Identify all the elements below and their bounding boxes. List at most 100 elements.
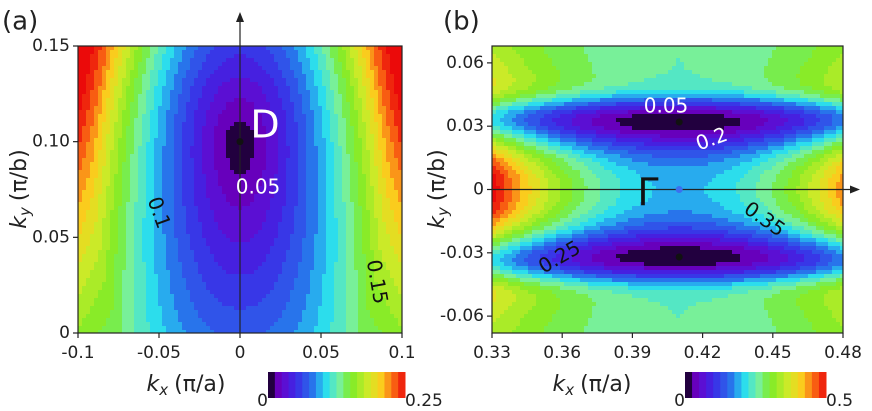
contour-cell (290, 158, 294, 162)
contour-cell (82, 82, 86, 86)
contour-cell (218, 274, 222, 278)
contour-cell (242, 146, 246, 150)
contour-cell (154, 134, 158, 138)
contour-cell (174, 90, 178, 94)
contour-cell (166, 142, 170, 146)
contour-cell (230, 282, 234, 286)
contour-cell (218, 118, 222, 122)
contour-cell (322, 218, 326, 222)
contour-cell (338, 298, 342, 302)
contour-cell (318, 138, 322, 142)
contour-cell (106, 206, 110, 210)
contour-cell (290, 254, 294, 258)
contour-cell (254, 66, 258, 70)
contour-cell (90, 234, 94, 238)
contour-cell (202, 206, 206, 210)
contour-cell (230, 262, 234, 266)
contour-cell (138, 94, 142, 98)
contour-cell (102, 286, 106, 290)
contour-cell (286, 246, 290, 250)
contour-cell (258, 138, 262, 142)
contour-cell (146, 98, 150, 102)
contour-cell (302, 286, 306, 290)
contour-cell (126, 210, 130, 214)
contour-cell (178, 262, 182, 266)
contour-cell (298, 190, 302, 194)
contour-cell (258, 234, 262, 238)
contour-cell (242, 298, 246, 302)
contour-cell (306, 194, 310, 198)
contour-cell (298, 130, 302, 134)
contour-cell (254, 174, 258, 178)
contour-cell (286, 82, 290, 86)
contour-cell (102, 70, 106, 74)
contour-cell (118, 166, 122, 170)
contour-cell (314, 158, 318, 162)
contour-cell (122, 74, 126, 78)
contour-cell (150, 114, 154, 118)
contour-cell (306, 102, 310, 106)
contour-cell (250, 262, 254, 266)
contour-cell (130, 138, 134, 142)
contour-cell (330, 254, 334, 258)
contour-cell (154, 130, 158, 134)
contour-cell (290, 266, 294, 270)
contour-cell (198, 82, 202, 86)
contour-cell (334, 234, 338, 238)
contour-cell (118, 194, 122, 198)
contour-cell (246, 166, 250, 170)
contour-cell (98, 50, 102, 54)
contour-cell (134, 106, 138, 110)
contour-cell (290, 278, 294, 282)
contour-cell (290, 138, 294, 142)
contour-cell (154, 206, 158, 210)
contour-cell (286, 154, 290, 158)
contour-cell (122, 106, 126, 110)
contour-cell (298, 262, 302, 266)
contour-cell (250, 214, 254, 218)
contour-cell (338, 46, 342, 50)
contour-cell (294, 258, 298, 262)
contour-cell (230, 314, 234, 318)
contour-cell (142, 246, 146, 250)
contour-cell (146, 150, 150, 154)
contour-cell (234, 246, 238, 250)
contour-cell (338, 330, 342, 333)
contour-cell (178, 74, 182, 78)
contour-cell (146, 206, 150, 210)
contour-cell (102, 86, 106, 90)
contour-cell (146, 238, 150, 242)
contour-cell (86, 78, 90, 82)
contour-cell (110, 106, 114, 110)
contour-cell (90, 302, 94, 306)
contour-cell (210, 46, 214, 50)
contour-cell (250, 126, 254, 130)
contour-cell (190, 186, 194, 190)
contour-cell (110, 166, 114, 170)
contour-cell (130, 202, 134, 206)
contour-cell (122, 274, 126, 278)
contour-cell (178, 310, 182, 314)
contour-cell (246, 246, 250, 250)
contour-cell (274, 194, 278, 198)
contour-cell (142, 90, 146, 94)
contour-cell (186, 186, 190, 190)
contour-cell (138, 114, 142, 118)
contour-cell (298, 170, 302, 174)
contour-cell (202, 162, 206, 166)
contour-cell (214, 326, 218, 330)
contour-cell (98, 310, 102, 314)
contour-cell (310, 146, 314, 150)
contour-cell (290, 50, 294, 54)
contour-cell (350, 54, 354, 58)
contour-cell (226, 178, 230, 182)
contour-cell (290, 270, 294, 274)
contour-cell (258, 106, 262, 110)
contour-cell (98, 94, 102, 98)
contour-cell (334, 162, 338, 166)
contour-cell (182, 166, 186, 170)
contour-cell (250, 162, 254, 166)
contour-cell (326, 58, 330, 62)
contour-cell (138, 326, 142, 330)
contour-cell (146, 214, 150, 218)
